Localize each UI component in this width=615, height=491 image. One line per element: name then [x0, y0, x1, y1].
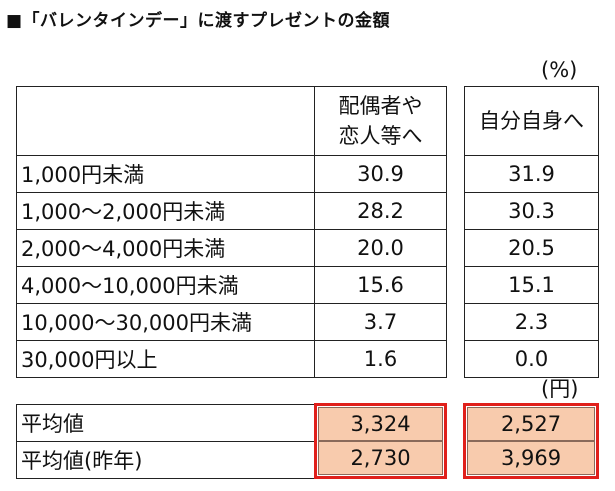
average-row: 平均値: [16, 404, 315, 442]
table-row: 2.3: [464, 303, 599, 341]
self-value: 20.5: [464, 229, 599, 267]
spouse-average-last-year-value: 2,730: [318, 441, 443, 475]
self-average-value: 2,527: [467, 407, 595, 441]
table-header-row: 配偶者や 恋人等へ: [16, 86, 447, 156]
header-self: 自分自身へ: [464, 86, 599, 156]
table-row: 30.3: [464, 192, 599, 230]
table-row: 1,000円未満 30.9: [16, 155, 447, 193]
unit-percent-label: (%): [541, 58, 578, 82]
table-row: 30,000円以上 1.6: [16, 340, 447, 378]
table-header-row: 自分自身へ: [464, 86, 599, 156]
self-value: 0.0: [464, 340, 599, 378]
table-row: 0.0: [464, 340, 599, 378]
spouse-value: 20.0: [314, 229, 447, 267]
row-label: 4,000～10,000円未満: [16, 266, 315, 304]
spouse-value: 28.2: [314, 192, 447, 230]
row-label: 1,000円未満: [16, 155, 315, 193]
self-value: 30.3: [464, 192, 599, 230]
table-row: 1,000～2,000円未満 28.2: [16, 192, 447, 230]
header-spouse: 配偶者や 恋人等へ: [314, 86, 447, 156]
spouse-value: 30.9: [314, 155, 447, 193]
average-label: 平均値(昨年): [16, 441, 315, 479]
average-label-table: 平均値 平均値(昨年): [16, 404, 315, 479]
row-label: 10,000～30,000円未満: [16, 303, 315, 341]
self-average-highlight-frame: [463, 403, 599, 479]
spouse-average-value: 3,324: [318, 407, 443, 441]
row-label: 2,000～4,000円未満: [16, 229, 315, 267]
table-row: 10,000～30,000円未満 3.7: [16, 303, 447, 341]
spouse-value: 3.7: [314, 303, 447, 341]
header-empty-cell: [16, 86, 315, 156]
table-row: 20.5: [464, 229, 599, 267]
percent-table-self: 自分自身へ 31.9 30.3 20.5 15.1 2.3 0.0: [464, 86, 599, 378]
self-average-last-year-value: 3,969: [467, 441, 595, 475]
header-spouse-line2: 恋人等へ: [338, 124, 423, 148]
unit-yen-label: (円): [541, 377, 579, 401]
average-row: 平均値(昨年): [16, 441, 315, 479]
chart-title: ■「バレンタインデー」に渡すプレゼントの金額: [6, 11, 391, 31]
spouse-value: 1.6: [314, 340, 447, 378]
average-label: 平均値: [16, 404, 315, 442]
row-label: 30,000円以上: [16, 340, 315, 378]
self-value: 31.9: [464, 155, 599, 193]
percent-table-main: 配偶者や 恋人等へ 1,000円未満 30.9 1,000～2,000円未満 2…: [16, 86, 447, 378]
table-row: 2,000～4,000円未満 20.0: [16, 229, 447, 267]
row-label: 1,000～2,000円未満: [16, 192, 315, 230]
table-row: 4,000～10,000円未満 15.6: [16, 266, 447, 304]
table-row: 15.1: [464, 266, 599, 304]
self-value: 2.3: [464, 303, 599, 341]
table-row: 31.9: [464, 155, 599, 193]
self-value: 15.1: [464, 266, 599, 304]
spouse-value: 15.6: [314, 266, 447, 304]
header-spouse-line1: 配偶者や: [338, 94, 423, 118]
spouse-average-highlight-frame: [314, 403, 447, 479]
